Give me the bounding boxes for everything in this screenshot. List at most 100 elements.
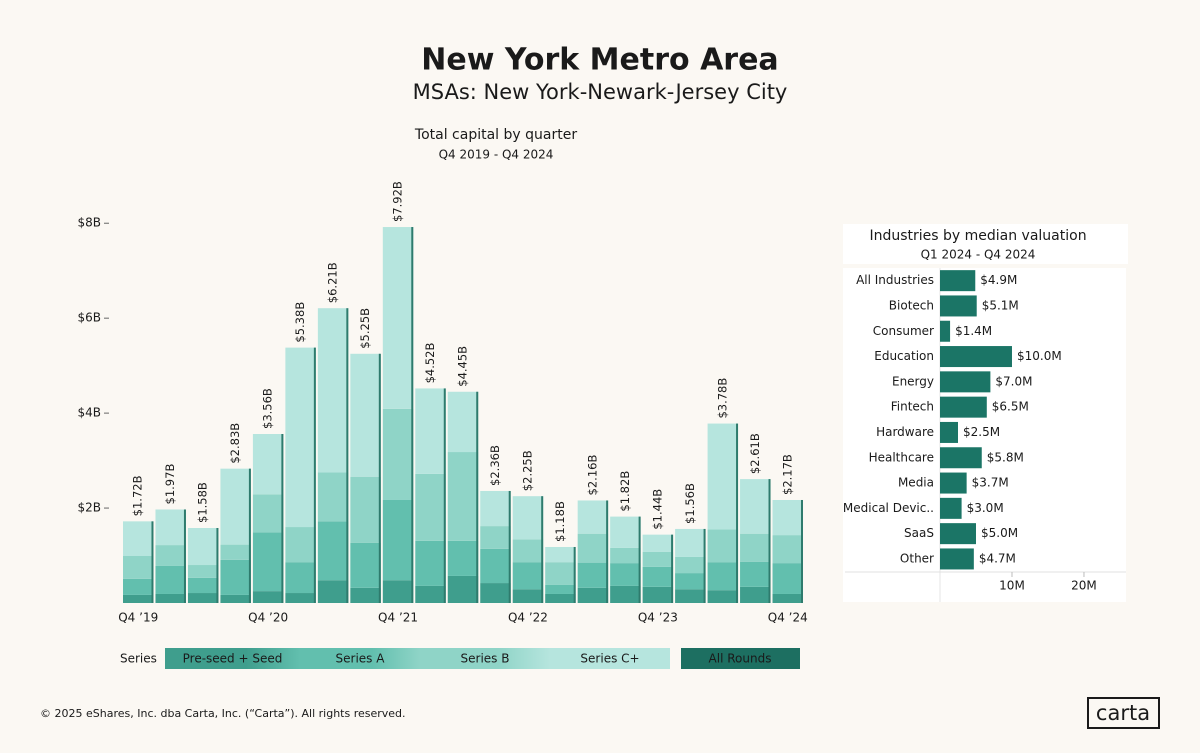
bar-segment [155,565,186,594]
total-label: $2.83B [228,423,242,464]
value-label: $5.8M [987,450,1024,464]
bar-segment [350,476,381,543]
total-label: $1.56B [683,483,697,524]
bar-edge [736,423,739,603]
bar-edge [183,509,186,603]
bar-segment [415,473,446,541]
bar-segment [252,591,284,603]
category-label: SaaS [904,526,934,540]
bar-segment [382,499,414,581]
bar-segment [480,490,511,527]
bar-edge [216,527,219,603]
bar-edge [508,490,511,603]
bar-segment [675,556,706,574]
total-label: $4.45B [456,346,470,387]
bar-segment [447,452,479,541]
bar-segment [415,388,446,474]
bar-segment [123,521,154,557]
bar-edge [541,496,544,603]
bar-segment [740,479,771,534]
bar-segment [415,585,446,603]
chart-title: Total capital by quarter [414,127,577,143]
bar-segment [187,577,219,594]
bar-segment [545,562,576,585]
category-label: Consumer [873,324,934,338]
chart-subtitle: Q1 2024 - Q4 2024 [921,248,1036,262]
bar-segment [577,533,609,563]
x-tick-label: Q4 ’21 [378,611,418,625]
y-tick-label: $2B [77,501,101,515]
value-label: $5.0M [981,526,1018,540]
chart-subtitle: Q4 2019 - Q4 2024 [439,148,554,162]
bar-segment [707,529,739,563]
bar-edge [638,516,641,603]
legend-swatch [165,648,300,669]
panel-header [843,224,1128,264]
legend-label: Series B [461,652,510,666]
page-title: New York Metro Area [421,43,778,78]
bar-segment [545,546,576,563]
value-label: $6.5M [992,400,1029,414]
bar-segment [317,521,349,581]
category-label: All Industries [856,273,934,287]
bar-edge [313,347,316,603]
legend-swatch [300,648,420,669]
category-label: Media [898,476,934,490]
bar-edge [411,227,414,603]
bar-segment [675,589,706,603]
bar-segment [772,535,803,564]
bar-segment [707,590,739,603]
bar-edge [768,479,771,603]
bar-segment [187,565,219,578]
value-label: $4.7M [979,551,1016,565]
bar-segment [187,527,219,566]
bar-segment [610,516,641,548]
bar-segment [772,593,803,603]
bar-edge [151,521,154,603]
bar-edge [378,353,381,603]
bar-segment [382,580,414,603]
bar-segment [350,353,381,477]
total-label: $2.61B [748,433,762,474]
toggle-button[interactable] [681,648,800,669]
x-tick-label: Q4 ’24 [768,611,808,625]
bar-segment [123,594,154,603]
bar-segment [317,580,349,603]
total-label: $1.58B [196,482,210,523]
bar-segment [155,509,186,546]
bar-edge [443,388,446,603]
bar-edge [573,546,576,603]
bar-segment [415,540,446,586]
toggle-label[interactable]: All Rounds [709,652,772,666]
bar-segment [740,561,771,587]
total-label: $2.36B [488,445,502,486]
bar-segment [350,542,381,588]
bar-segment [772,563,803,594]
bar-segment [642,586,674,603]
bar-segment [252,434,284,495]
bar-segment [675,528,706,557]
bar [940,270,976,292]
bar-segment [285,527,316,563]
bar-segment [480,583,511,603]
bar-segment [285,347,316,528]
category-label: Biotech [889,298,934,312]
bar [940,295,977,317]
bar-segment [577,562,609,588]
y-tick-label: $8B [77,216,101,230]
total-label: $1.82B [618,471,632,512]
legend-swatch [420,648,550,669]
bar-segment [707,562,739,591]
bar [940,346,1012,368]
total-label: $1.44B [650,489,664,530]
legend-label: Series A [336,652,386,666]
value-label: $3.7M [972,476,1009,490]
total-label: $2.25B [520,450,534,491]
legend-swatch [550,648,670,669]
bar-segment [285,593,316,603]
bar-segment [545,584,576,594]
total-label: $1.97B [163,464,177,505]
panel [843,268,1126,602]
bar-segment [512,496,544,540]
